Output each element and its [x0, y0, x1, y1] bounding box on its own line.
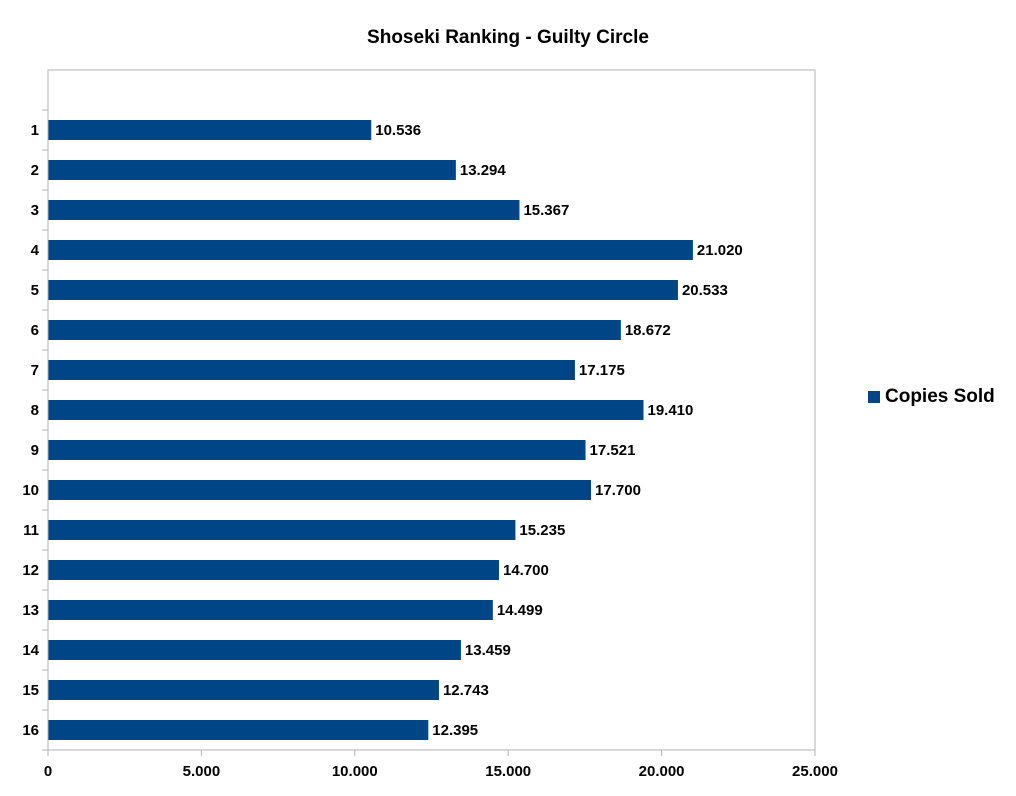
bar: [48, 400, 644, 420]
legend-swatch: [868, 391, 880, 403]
x-tick-label: 20.000: [639, 763, 685, 780]
bar: [48, 680, 439, 700]
bar-value-label: 17.521: [590, 442, 636, 459]
x-tick-label: 5.000: [183, 763, 221, 780]
category-tick-label: 5: [31, 282, 39, 299]
bar: [48, 640, 461, 660]
bar-value-label: 21.020: [697, 242, 743, 259]
bar: [48, 240, 693, 260]
x-tick-label: 0: [44, 763, 52, 780]
bar: [48, 480, 592, 500]
category-tick-label: 7: [31, 362, 39, 379]
category-tick-label: 13: [22, 602, 39, 619]
bar: [48, 320, 621, 340]
bar-value-label: 18.672: [625, 322, 671, 339]
bar: [48, 160, 456, 180]
bar-value-label: 19.410: [647, 402, 693, 419]
bar-value-label: 10.536: [375, 122, 421, 139]
category-tick-label: 2: [31, 162, 39, 179]
category-tick-label: 9: [31, 442, 39, 459]
bar: [48, 720, 429, 740]
bar-value-label: 13.294: [460, 162, 507, 179]
category-tick-label: 11: [23, 522, 39, 539]
bar-value-label: 12.743: [443, 682, 489, 699]
bar: [48, 560, 499, 580]
category-tick-label: 16: [22, 722, 39, 739]
category-tick-label: 4: [31, 242, 40, 259]
x-tick-label: 10.000: [332, 763, 378, 780]
x-tick-label: 25.000: [792, 763, 838, 780]
bar-value-label: 12.395: [432, 722, 478, 739]
category-tick-label: 10: [22, 482, 39, 499]
chart-title: Shoseki Ranking - Guilty Circle: [367, 27, 649, 48]
category-tick-label: 3: [31, 202, 39, 219]
bar: [48, 200, 520, 220]
category-tick-label: 8: [31, 402, 39, 419]
bar-value-label: 14.499: [497, 602, 543, 619]
category-tick-label: 15: [22, 682, 39, 699]
category-tick-label: 12: [22, 562, 39, 579]
category-tick-label: 1: [31, 122, 39, 139]
category-tick-label: 6: [31, 322, 39, 339]
x-tick-label: 15.000: [485, 763, 531, 780]
bar-value-label: 20.533: [682, 282, 728, 299]
bar: [48, 360, 575, 380]
bar-value-label: 17.175: [579, 362, 625, 379]
category-tick-label: 14: [22, 642, 39, 659]
bar: [48, 600, 493, 620]
bar-value-label: 15.367: [523, 202, 569, 219]
bar: [48, 120, 372, 140]
bar: [48, 280, 678, 300]
bar: [48, 520, 516, 540]
bar-value-label: 17.700: [595, 482, 641, 499]
bar-value-label: 13.459: [465, 642, 511, 659]
bar-value-label: 15.235: [519, 522, 565, 539]
bar-value-label: 14.700: [503, 562, 549, 579]
bar: [48, 440, 586, 460]
legend-label: Copies Sold: [885, 386, 995, 407]
legend: Copies Sold: [868, 386, 995, 408]
